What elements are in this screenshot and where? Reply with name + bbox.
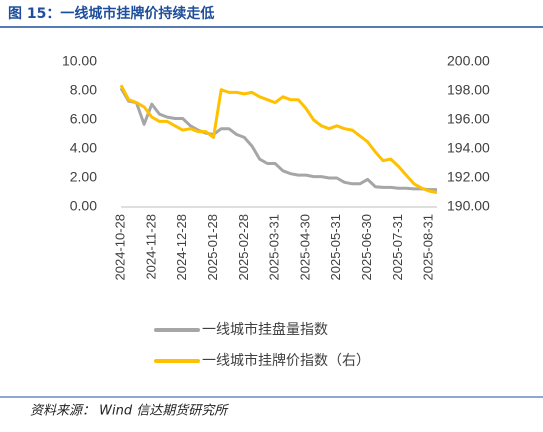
y2-tick-label: 190.00: [447, 198, 490, 214]
chart-title: 图 15：一线城市挂牌价持续走低: [8, 5, 214, 22]
x-tick-label: 2024-12-28: [174, 214, 189, 281]
x-tick-label: 2025-07-31: [390, 214, 405, 281]
x-tick-label: 2025-04-30: [297, 214, 312, 281]
legend-label: 一线城市挂盘量指数: [202, 321, 328, 338]
y-tick-label: 8.00: [70, 82, 97, 98]
x-tick-label: 2025-05-31: [328, 214, 343, 281]
y2-tick-label: 194.00: [447, 140, 490, 156]
x-tick-label: 2025-08-31: [421, 214, 436, 281]
source: 资料来源： Wind 信达期货研究所: [30, 403, 229, 419]
x-tick-label: 2025-02-28: [236, 214, 251, 281]
y2-tick-label: 198.00: [447, 82, 490, 98]
y-tick-label: 2.00: [70, 169, 97, 185]
y2-tick-label: 200.00: [447, 53, 490, 69]
y-tick-label: 4.00: [70, 140, 97, 156]
x-tick-label: 2025-01-28: [205, 214, 220, 281]
x-tick-label: 2025-03-31: [267, 214, 282, 281]
x-tick-label: 2025-06-30: [359, 214, 374, 281]
y-tick-label: 0.00: [70, 198, 97, 214]
series-line: [119, 84, 438, 194]
legend-label: 一线城市挂牌价指数（右）: [202, 352, 370, 369]
y-tick-label: 10.00: [62, 53, 97, 69]
series-line: [119, 87, 437, 192]
x-tick-label: 2024-11-28: [143, 214, 158, 280]
x-tick-label: 2024-10-28: [112, 214, 127, 281]
y2-tick-label: 192.00: [447, 169, 490, 185]
y-tick-label: 6.00: [70, 111, 97, 127]
y2-tick-label: 196.00: [447, 111, 490, 127]
